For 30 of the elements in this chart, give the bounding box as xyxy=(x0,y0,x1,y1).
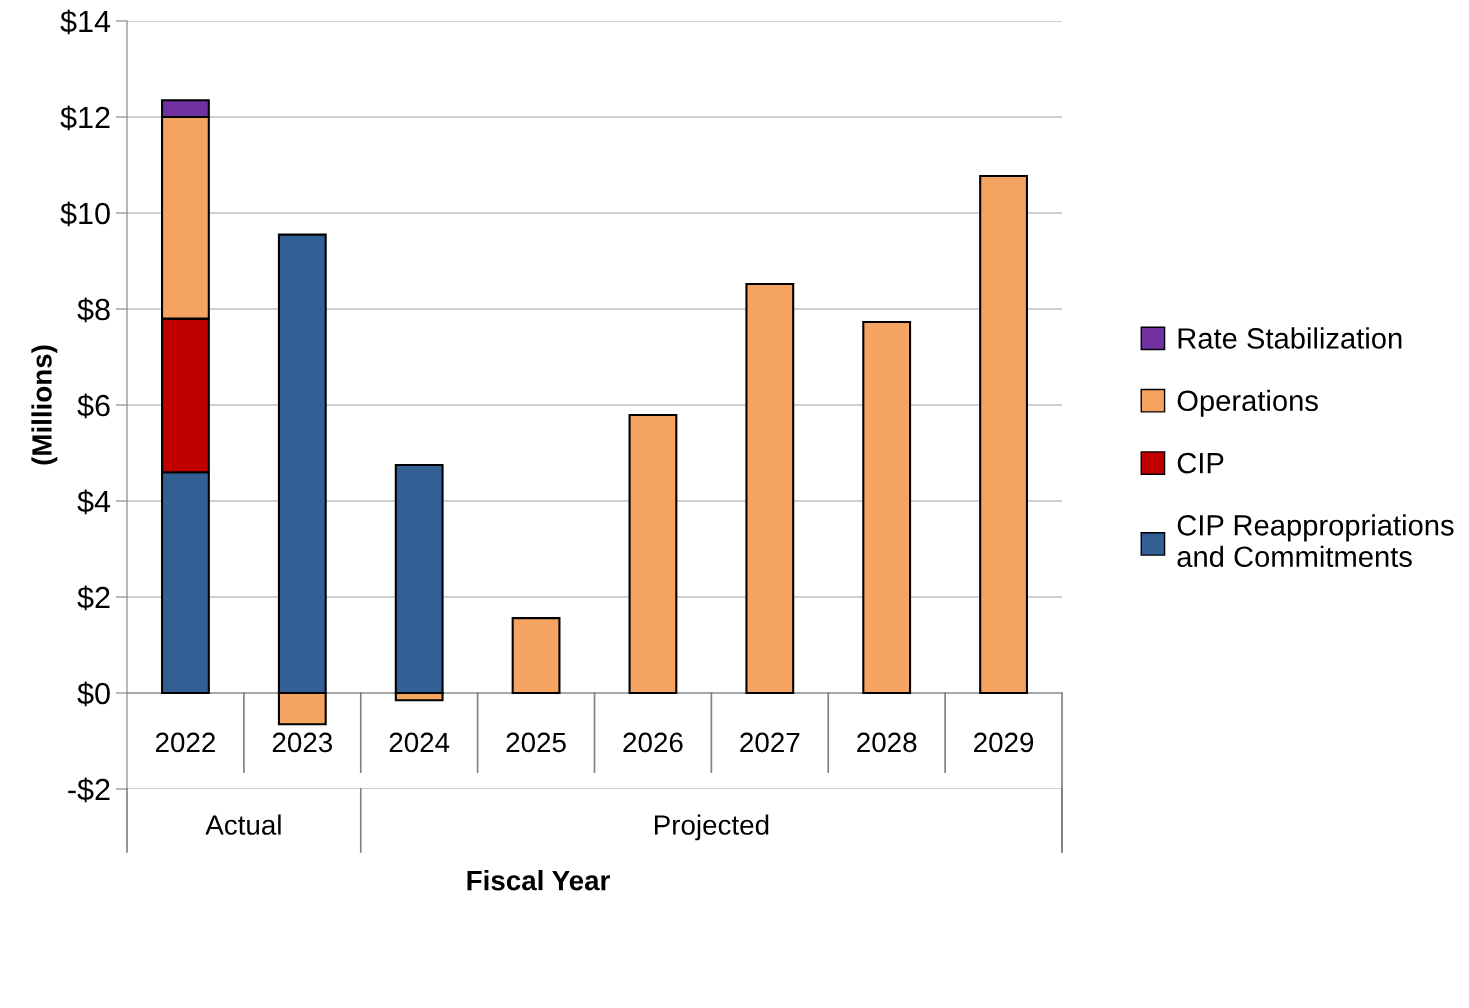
bar xyxy=(628,414,678,695)
y-tick-label: $2 xyxy=(77,585,110,611)
y-tick-label: $4 xyxy=(77,489,111,515)
bar xyxy=(511,617,561,695)
y-tick-label: $14 xyxy=(60,9,111,35)
x-tick-label: 2027 xyxy=(740,732,800,753)
x-tick-label: 2025 xyxy=(506,732,566,753)
x-axis-title: Fiscal Year xyxy=(467,870,610,891)
x-tick-label: 2028 xyxy=(857,732,917,753)
y-tick-label: -$2 xyxy=(68,777,110,803)
legend-label: Operations xyxy=(1177,389,1318,417)
y-axis-title: (Millions) xyxy=(31,345,58,465)
text: Projected xyxy=(654,814,769,841)
legend-label: CIP xyxy=(1177,452,1224,474)
y-tick-label: $6 xyxy=(77,393,110,419)
x-tick-label: 2023 xyxy=(272,732,332,753)
legend-label: Rate Stabilization xyxy=(1178,327,1402,349)
x-tick-label: 2026 xyxy=(623,732,683,753)
y-tick-label: $8 xyxy=(77,297,110,323)
x-tick-label: 2029 xyxy=(974,732,1034,753)
x-tick-label: 2024 xyxy=(389,732,450,753)
text: Actual xyxy=(205,814,281,835)
y-tick-label: $0 xyxy=(77,681,110,707)
bar xyxy=(979,175,1028,695)
y-tick-label: $10 xyxy=(60,201,110,227)
bar xyxy=(862,320,912,695)
legend-label: CIP Reappropriations and Commitments xyxy=(1177,514,1454,568)
y-tick-label: $12 xyxy=(60,105,110,131)
x-tick-label: 2022 xyxy=(155,732,215,753)
bar xyxy=(745,283,795,695)
